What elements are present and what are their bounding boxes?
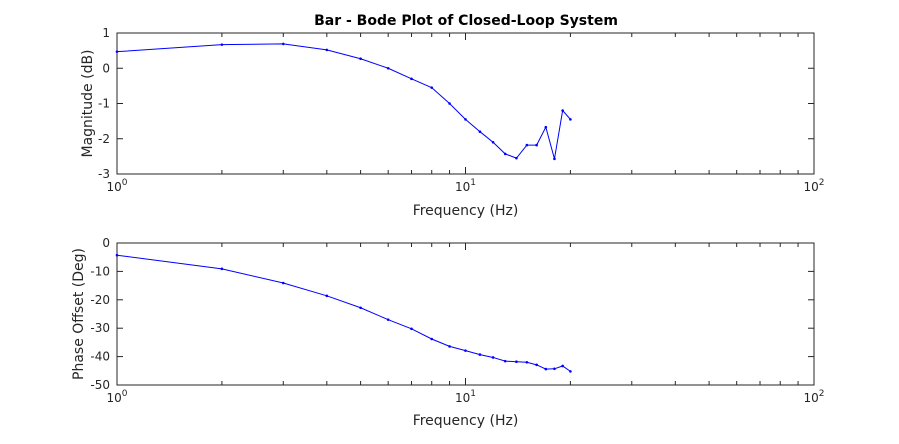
magnitude-data-point: [561, 109, 564, 112]
magnitude-data-point: [115, 50, 119, 53]
magnitude-data-point: [448, 102, 451, 105]
phase-xtick-label: 102: [803, 389, 824, 405]
phase-data-point: [503, 359, 507, 363]
phase-data-point: [569, 370, 572, 373]
phase-ytick-label: 0: [102, 236, 110, 250]
magnitude-data-point: [359, 57, 362, 61]
magnitude-plot-frame: [116, 32, 815, 175]
magnitude-data-point: [325, 48, 329, 52]
magnitude-ytick-label: -2: [98, 132, 110, 146]
magnitude-data-point: [553, 157, 556, 161]
magnitude-ytick-label: 0: [102, 61, 110, 75]
phase-ytick-label: -40: [90, 350, 110, 364]
phase-ytick-label: -20: [90, 293, 110, 307]
phase-data-point: [491, 356, 495, 359]
magnitude-data-point: [491, 140, 495, 144]
phase-xtick-label: 100: [106, 389, 127, 405]
phase-data-point: [115, 253, 119, 257]
phase-data-point: [386, 318, 390, 321]
phase-ytick-label: -50: [90, 378, 110, 392]
magnitude-data-point: [525, 143, 529, 147]
phase-data-point: [448, 345, 451, 348]
phase-xlabel: Frequency (Hz): [413, 413, 519, 429]
phase-data-point: [410, 327, 413, 331]
phase-ylabel: Phase Offset (Deg): [71, 248, 87, 380]
magnitude-xtick-label: 100: [106, 178, 127, 194]
magnitude-data-point: [569, 118, 572, 121]
phase-data-point: [220, 267, 224, 271]
phase-data-point: [525, 360, 529, 364]
phase-data-point: [359, 306, 362, 310]
magnitude-data-point: [386, 66, 390, 70]
phase-series-line: [116, 254, 571, 372]
phase-data-point: [325, 294, 329, 298]
phase-data-point: [478, 353, 482, 356]
phase-data-point: [430, 337, 434, 341]
magnitude-ytick-label: 1: [102, 26, 110, 40]
magnitude-data-point: [410, 77, 413, 81]
magnitude-data-point: [464, 118, 467, 121]
magnitude-ylabel: Magnitude (dB): [80, 49, 96, 157]
phase-data-point: [464, 349, 467, 352]
magnitude-data-point: [535, 143, 538, 147]
magnitude-plot: Magnitude (dB) Frequency (Hz) 10-1-2-310…: [80, 26, 825, 219]
phase-plot-frame: [116, 242, 815, 386]
magnitude-series-line: [116, 43, 571, 159]
phase-ytick-label: -10: [90, 264, 110, 278]
phase-data-point: [544, 367, 548, 371]
magnitude-data-point: [478, 130, 482, 133]
magnitude-ytick-label: -1: [98, 97, 110, 111]
chart-title: Bar - Bode Plot of Closed-Loop System: [314, 13, 618, 29]
magnitude-data-point: [515, 156, 518, 160]
magnitude-xtick-label: 101: [455, 178, 476, 194]
phase-data-point: [281, 281, 285, 285]
phase-data-point: [561, 364, 564, 368]
magnitude-data-point: [430, 86, 434, 89]
phase-plot: Phase Offset (Deg) Frequency (Hz) 0 -10 -2…: [71, 236, 825, 429]
magnitude-data-point: [503, 152, 507, 156]
magnitude-xtick-label: 102: [803, 178, 824, 194]
phase-xtick-label: 101: [455, 389, 476, 405]
phase-data-point: [535, 363, 538, 367]
magnitude-xlabel: Frequency (Hz): [413, 203, 519, 219]
magnitude-ytick-label: -3: [98, 167, 110, 181]
phase-data-point: [553, 367, 556, 371]
phase-data-point: [515, 360, 518, 364]
magnitude-data-point: [281, 42, 285, 46]
magnitude-data-point: [220, 43, 224, 46]
magnitude-data-point: [544, 125, 548, 129]
phase-ytick-label: -30: [90, 321, 110, 335]
